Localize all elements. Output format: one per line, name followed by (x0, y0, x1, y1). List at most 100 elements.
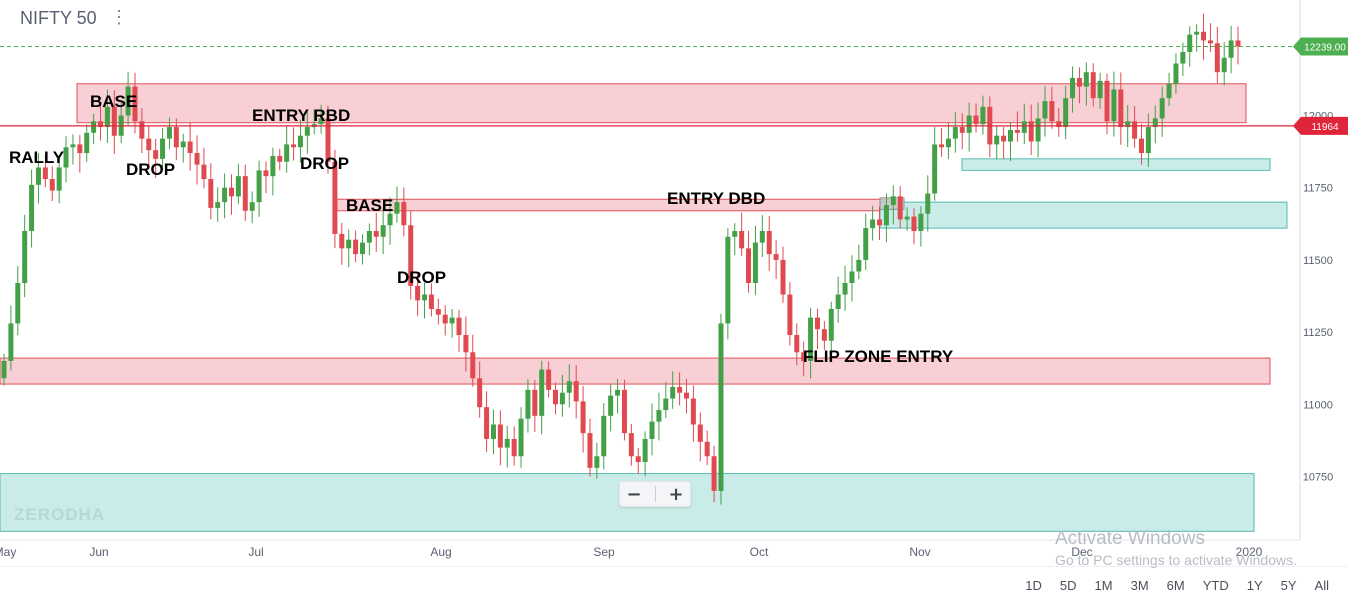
candle-body (821, 329, 827, 341)
candle-body (828, 308, 834, 341)
candle-body (15, 282, 21, 324)
candle-body (635, 456, 641, 463)
candle-body (663, 398, 669, 411)
candle (925, 175, 931, 232)
candle (284, 126, 290, 173)
os-activation-watermark: Activate Windows Go to PC settings to ac… (1055, 528, 1297, 568)
range-ytd[interactable]: YTD (1202, 578, 1229, 593)
candle-body (690, 398, 696, 425)
candle-body (35, 167, 41, 185)
chart-annotation: FLIP ZONE ENTRY (803, 347, 954, 366)
candle (546, 361, 552, 398)
candle (1145, 113, 1151, 167)
candle-body (587, 433, 593, 468)
candle (394, 186, 400, 223)
candle-body (1221, 57, 1227, 73)
supply-zone (0, 357, 1271, 385)
candle (553, 382, 559, 415)
candle (835, 276, 841, 323)
candle (180, 133, 186, 163)
candle (1035, 102, 1041, 158)
candle (91, 113, 97, 145)
candle (484, 391, 490, 452)
candle-body (518, 418, 524, 457)
x-tick-label: Oct (750, 545, 769, 559)
candle-body (235, 176, 241, 197)
candle (690, 385, 696, 442)
candle-body (1166, 83, 1172, 99)
candle-body (904, 216, 910, 220)
candle-body (84, 132, 90, 154)
candle (153, 138, 159, 178)
candle-body (104, 106, 110, 128)
candle-body (449, 317, 455, 324)
range-1m[interactable]: 1M (1094, 578, 1113, 593)
candle-body (456, 317, 462, 335)
range-5d[interactable]: 5D (1059, 578, 1077, 593)
candle (911, 208, 917, 245)
candle-body (925, 193, 931, 214)
candle (201, 147, 207, 189)
chart-annotation: ENTRY DBD (667, 189, 765, 208)
candle-body (180, 141, 186, 148)
range-all[interactable]: All (1314, 578, 1329, 593)
candle-body (683, 392, 689, 399)
candle (635, 447, 641, 474)
candle-body (146, 138, 152, 151)
candle-body (1063, 98, 1069, 128)
candle-body (339, 233, 345, 249)
candle (15, 265, 21, 336)
candle-body (580, 401, 586, 434)
range-3m[interactable]: 3M (1130, 578, 1149, 593)
candle (918, 206, 924, 247)
candle (677, 372, 683, 406)
range-1y[interactable]: 1Y (1246, 578, 1263, 593)
candle (263, 161, 269, 194)
candle (821, 321, 827, 350)
candle-body (952, 127, 958, 139)
candle-body (63, 147, 69, 168)
candle (1132, 105, 1138, 148)
candle (346, 229, 352, 268)
candle (270, 147, 276, 196)
zoom-out-button[interactable]: − (626, 483, 642, 505)
range-5y[interactable]: 5Y (1280, 578, 1297, 593)
candle-body (98, 121, 104, 128)
x-tick-label: Dec (1071, 545, 1092, 559)
candle-body (725, 236, 731, 324)
candle (697, 412, 703, 462)
x-tick-label: Nov (909, 545, 930, 559)
candle-body (704, 441, 710, 457)
range-6m[interactable]: 6M (1166, 578, 1185, 593)
candle (959, 113, 965, 150)
candle-body (1021, 121, 1027, 133)
candle-body (1138, 138, 1144, 154)
candle (22, 214, 28, 298)
candle-body (608, 395, 614, 416)
candle (621, 379, 627, 441)
candle-body (546, 369, 552, 390)
candle (353, 230, 359, 263)
candle (856, 244, 862, 280)
candle-body (1042, 101, 1048, 119)
candle-body (263, 170, 269, 177)
candle-body (759, 231, 765, 243)
candle-body (29, 184, 35, 232)
candle-body (1194, 31, 1200, 35)
candle (387, 197, 393, 245)
zoom-in-button[interactable]: + (668, 483, 684, 505)
chart-annotation: DROP (126, 160, 175, 179)
candle (780, 246, 786, 303)
candle (339, 222, 345, 265)
candle-body (525, 389, 531, 419)
candle (559, 374, 565, 417)
candle-body (814, 317, 820, 330)
vertical-dots-icon[interactable]: ⋮ (110, 7, 128, 27)
candle-body (932, 144, 938, 194)
candle (49, 166, 55, 201)
range-1d[interactable]: 1D (1025, 578, 1042, 593)
candle (870, 205, 876, 241)
candle (656, 392, 662, 441)
candle (773, 239, 779, 279)
